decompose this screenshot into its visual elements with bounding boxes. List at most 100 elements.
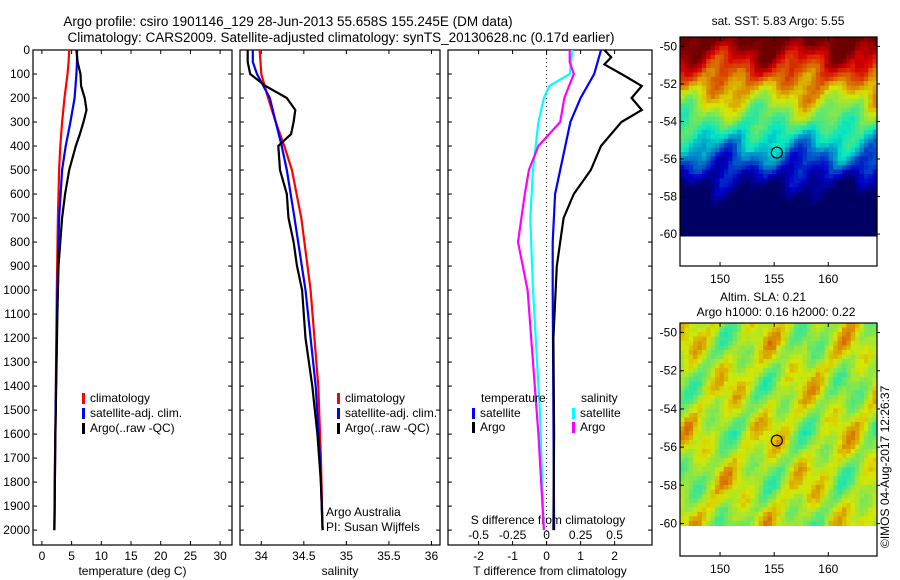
map-cell — [741, 489, 747, 495]
map-cell — [846, 485, 852, 491]
map-cell — [763, 72, 769, 78]
map-cell — [741, 103, 747, 109]
map-cell — [785, 112, 791, 118]
map-cell — [706, 377, 712, 383]
map-cell — [798, 431, 804, 437]
map-cell — [763, 37, 769, 42]
map-cell — [710, 169, 716, 175]
map-cell — [815, 94, 821, 100]
map-cell — [710, 377, 716, 383]
map-cell — [828, 516, 834, 522]
map-cell — [820, 435, 826, 441]
map-cell — [820, 90, 826, 96]
map-cell — [741, 205, 747, 210]
map-cell — [719, 41, 725, 47]
map-cell — [798, 125, 804, 131]
map-cell — [736, 169, 742, 175]
map-cell — [807, 426, 812, 432]
map-cell — [680, 502, 685, 508]
legend-swatch — [82, 408, 85, 419]
map-cell — [859, 59, 865, 65]
map-cell — [736, 498, 742, 504]
map-cell — [763, 377, 769, 383]
map-cell — [846, 182, 852, 188]
map-cell — [850, 107, 856, 113]
map-cell — [828, 440, 834, 446]
map-cell — [807, 345, 812, 351]
map-cell — [802, 147, 808, 153]
map-cell — [706, 404, 712, 410]
map-cell — [745, 165, 751, 171]
map-cell — [807, 196, 812, 202]
map-cell — [771, 138, 777, 144]
map-cell — [688, 116, 694, 122]
map-cell — [846, 462, 852, 468]
map-cell — [811, 59, 817, 65]
map-cell — [785, 156, 791, 162]
map-cell — [859, 50, 865, 56]
map-cell — [719, 444, 725, 450]
map-cell — [872, 435, 878, 441]
map-cell — [815, 37, 821, 42]
map-cell — [776, 426, 782, 432]
map-cell — [736, 417, 742, 423]
y-tick-label: 1100 — [4, 307, 30, 321]
map-cell — [780, 37, 786, 42]
map-cell — [789, 435, 795, 441]
map-cell — [828, 471, 834, 477]
map-cell — [872, 327, 878, 333]
map-cell — [750, 336, 755, 342]
map-cell — [688, 68, 694, 73]
map-cell — [697, 449, 703, 455]
map-cell — [754, 435, 760, 441]
map-cell — [859, 341, 865, 347]
map-cell — [715, 467, 720, 473]
map-cell — [763, 453, 769, 459]
map-cell — [758, 37, 764, 42]
map-cell — [719, 54, 725, 60]
map-cell — [688, 431, 694, 437]
map-cell — [701, 165, 707, 171]
map-cell — [837, 90, 843, 96]
map-cell — [833, 449, 839, 455]
map-cell — [688, 169, 694, 175]
series-line-argo-raw-qc- — [246, 50, 324, 531]
map-cell — [697, 165, 703, 171]
map-cell — [776, 85, 782, 91]
map-cell — [828, 182, 834, 188]
map-cell — [719, 467, 725, 473]
map-cell — [684, 222, 690, 228]
map-cell — [828, 462, 834, 468]
map-cell — [750, 435, 755, 441]
map-cell — [859, 165, 865, 171]
map-cell — [789, 222, 795, 228]
map-cell — [837, 467, 843, 473]
map-cell — [846, 200, 852, 206]
map-cell — [758, 160, 764, 166]
map-cell — [837, 152, 843, 157]
map-cell — [697, 489, 703, 495]
map-cell — [680, 143, 685, 149]
map-cell — [706, 213, 712, 219]
map-cell — [706, 354, 712, 360]
map-cell — [723, 431, 729, 437]
map-cell — [741, 200, 747, 206]
map-cell — [684, 231, 690, 237]
map-cell — [684, 129, 690, 135]
map-cell — [767, 218, 773, 224]
map-cell — [824, 205, 830, 210]
map-cell — [780, 368, 786, 374]
map-cell — [837, 462, 843, 468]
map-cell — [859, 440, 865, 446]
map-cell — [789, 90, 795, 96]
map-cell — [846, 205, 852, 210]
map-cell — [701, 359, 707, 365]
map-cell — [706, 169, 712, 175]
map-cell — [793, 152, 799, 157]
map-cell — [701, 205, 707, 210]
map-cell — [846, 54, 852, 60]
map-cell — [842, 63, 847, 69]
map-cell — [767, 129, 773, 135]
map-cell — [719, 98, 725, 104]
map-cell — [863, 431, 869, 437]
